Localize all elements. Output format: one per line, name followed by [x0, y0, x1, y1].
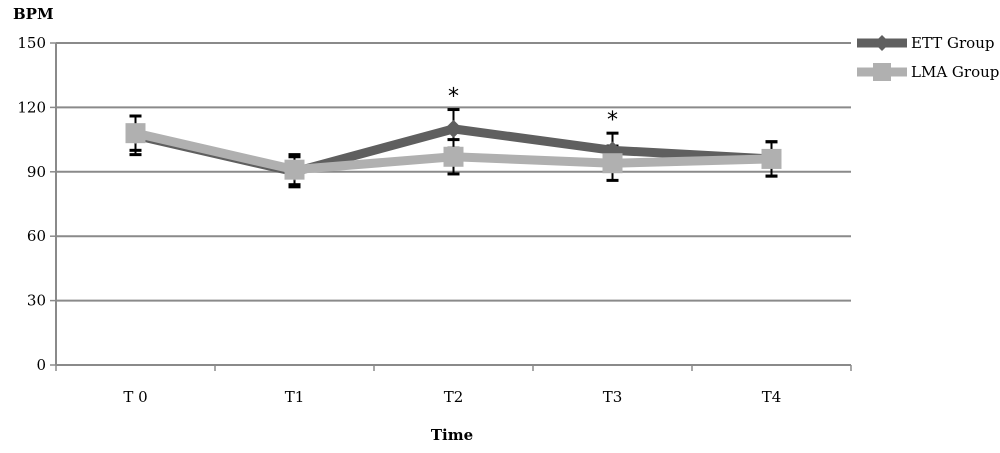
x-tick-label: T2 — [444, 388, 464, 406]
y-tick-label: 90 — [27, 163, 46, 181]
y-tick-label: 150 — [17, 34, 46, 52]
significance-marker: * — [448, 85, 459, 110]
y-tick-label: 0 — [36, 356, 46, 374]
x-tick-label: T 0 — [123, 388, 147, 406]
legend: ETT Group LMA Group — [857, 34, 999, 81]
x-tick-label: T3 — [603, 388, 623, 406]
y-tick-label: 30 — [27, 292, 46, 310]
legend-label: LMA Group — [911, 63, 999, 81]
x-axis-title: Time — [431, 426, 473, 444]
x-tick-label: T4 — [762, 388, 782, 406]
data-point — [284, 159, 305, 180]
series-1 — [125, 123, 782, 180]
y-tick-label: 60 — [27, 227, 46, 245]
significance-marker: * — [607, 108, 618, 133]
legend-item: LMA Group — [857, 63, 999, 81]
data-point — [873, 63, 891, 81]
y-axis-title: BPM — [13, 5, 54, 23]
annotation-layer: ** — [448, 85, 618, 134]
data-point — [761, 148, 782, 169]
y-tick-label: 120 — [17, 98, 46, 116]
axis-layer: 0 30 60 90 120 150 T 0 T1 T2 T3 T4 — [17, 34, 852, 406]
data-point — [874, 35, 890, 51]
legend-label: ETT Group — [911, 34, 994, 52]
data-point — [602, 153, 623, 174]
series-layer — [125, 108, 782, 189]
legend-item: ETT Group — [857, 34, 994, 52]
data-point — [444, 119, 463, 138]
data-point — [443, 146, 464, 167]
x-tick-label: T1 — [285, 388, 305, 406]
data-point — [125, 123, 146, 144]
